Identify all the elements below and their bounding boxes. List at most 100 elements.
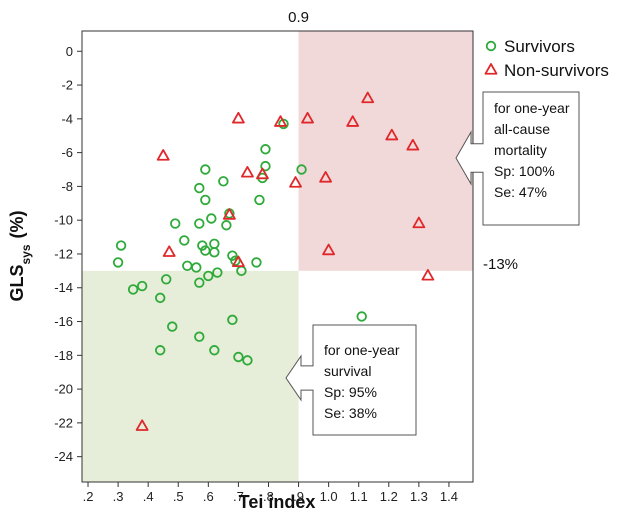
survivor-point: [136, 280, 148, 292]
survivor-point: [170, 218, 181, 229]
non-survivor-point: [274, 115, 287, 127]
survival-callout-box: [285, 324, 417, 436]
y-tick-label: -14: [54, 280, 73, 295]
non-survivor-point: [231, 255, 245, 268]
y-axis-ticks: 0 -2 -4 -6 -8 -10 -12 -14 -16 -18 -20 -22 -24: [54, 44, 82, 464]
y-tick-label: -24: [54, 449, 73, 464]
mortality-callout-line: Sp: 100%: [494, 163, 555, 179]
legend-label: Survivors: [504, 37, 575, 56]
survival-callout-line: survival: [324, 363, 371, 379]
y-tick-label: -4: [61, 111, 73, 126]
x-tick-label: .5: [173, 489, 184, 504]
survivor-point: [230, 255, 241, 266]
non-survivor-point: [406, 138, 420, 151]
survivor-point: [206, 213, 217, 224]
non-survivor-point: [135, 419, 149, 431]
x-tick-label: .8: [263, 489, 274, 504]
survivor-point: [212, 267, 223, 278]
y-tick-label: -2: [61, 78, 73, 93]
survivor-point: [115, 240, 127, 251]
non-survivor-point: [421, 269, 435, 281]
non-survivor-point: [222, 208, 236, 220]
survivor-point: [197, 240, 208, 251]
y-cutoff-label: -13%: [483, 256, 518, 273]
y-tick-label: 0: [66, 44, 73, 59]
legend-label: Non-survivors: [504, 61, 609, 80]
survivor-point: [227, 250, 238, 261]
survivor-point: [179, 235, 190, 246]
survival-callout-line: Se: 38%: [324, 405, 377, 421]
non-survivor-point: [385, 128, 399, 141]
y-axis-title-subscript: sys: [19, 244, 33, 264]
x-tick-label: .9: [293, 489, 304, 504]
survivor-point: [260, 144, 271, 155]
survivor-point: [194, 218, 205, 229]
survivor-point: [221, 220, 232, 231]
mortality-callout-line: mortality: [494, 142, 547, 158]
highlight-regions: [82, 31, 473, 482]
survivor-point: [154, 345, 166, 356]
legend-marker-non-survivors: [484, 63, 498, 75]
y-tick-label: -10: [54, 213, 73, 228]
non-survivor-point: [162, 245, 176, 257]
survivor-point: [127, 284, 139, 295]
x-tick-label: 1.4: [440, 489, 458, 504]
survivor-point: [296, 164, 307, 175]
survivor-point: [227, 314, 238, 326]
y-tick-label: -22: [54, 415, 73, 430]
x-axis-title: Tei index: [239, 492, 316, 512]
y-axis-title-unit: (%): [7, 210, 27, 238]
survivor-point: [200, 164, 211, 175]
non-survivor-point: [256, 167, 269, 180]
survivor-point: [209, 345, 220, 356]
survivor-point: [278, 118, 289, 130]
mortality-callout-line: all-cause: [494, 121, 550, 137]
survivor-point: [194, 331, 205, 342]
survivor-point: [242, 355, 253, 366]
non-survivor-point: [322, 243, 336, 256]
x-tick-label: .6: [203, 489, 214, 504]
legend: Survivors Non-survivors: [484, 37, 609, 80]
survivor-point: [209, 238, 220, 250]
survivor-point: [191, 262, 202, 273]
x-cutoff-label: 0.9: [288, 9, 309, 26]
x-tick-label: 1.0: [320, 489, 338, 504]
x-tick-label: .4: [143, 489, 154, 504]
survivor-point: [154, 292, 166, 304]
y-tick-label: -20: [54, 382, 73, 397]
x-axis-ticks: .2 .3 .4 .5 .6 .7 .8 .9 1.0 1.1 1.2 1.3 1.4: [83, 482, 458, 504]
x-tick-label: 1.3: [410, 489, 428, 504]
non-survivor-point: [301, 111, 314, 124]
x-tick-label: 1.1: [350, 489, 368, 504]
x-tick-label: .2: [83, 489, 94, 504]
survivor-point: [209, 247, 220, 258]
data-points: [112, 91, 435, 431]
region-mortality: [298, 31, 473, 271]
y-axis-title-main: GLS: [7, 265, 27, 302]
region-survival: [82, 270, 299, 482]
survival-callout-line: Sp: 95%: [324, 384, 377, 400]
y-tick-label: -18: [54, 348, 73, 363]
mortality-callout-box: [455, 91, 580, 226]
callouts: for one-year all-cause mortality Sp: 100% Se…: [285, 91, 580, 436]
survivor-point: [218, 176, 229, 187]
non-survivor-point: [231, 111, 245, 124]
survivor-point: [167, 321, 178, 332]
non-survivor-point: [156, 149, 170, 161]
survivor-point: [203, 270, 214, 282]
non-survivor-point: [289, 176, 302, 188]
survivor-point: [161, 274, 172, 285]
survivor-point: [194, 277, 205, 288]
non-survivor-point: [361, 91, 375, 104]
survivor-point: [233, 351, 244, 363]
survivor-point: [182, 260, 193, 271]
non-survivor-point: [319, 171, 333, 183]
mortality-callout-line: for one-year: [494, 100, 570, 116]
survivor-point: [251, 257, 262, 268]
x-tick-label: 1.2: [380, 489, 398, 504]
x-tick-label: .3: [113, 489, 124, 504]
x-tick-label: .7: [233, 489, 244, 504]
non-survivor-point: [412, 216, 426, 229]
survivor-point: [260, 160, 271, 172]
